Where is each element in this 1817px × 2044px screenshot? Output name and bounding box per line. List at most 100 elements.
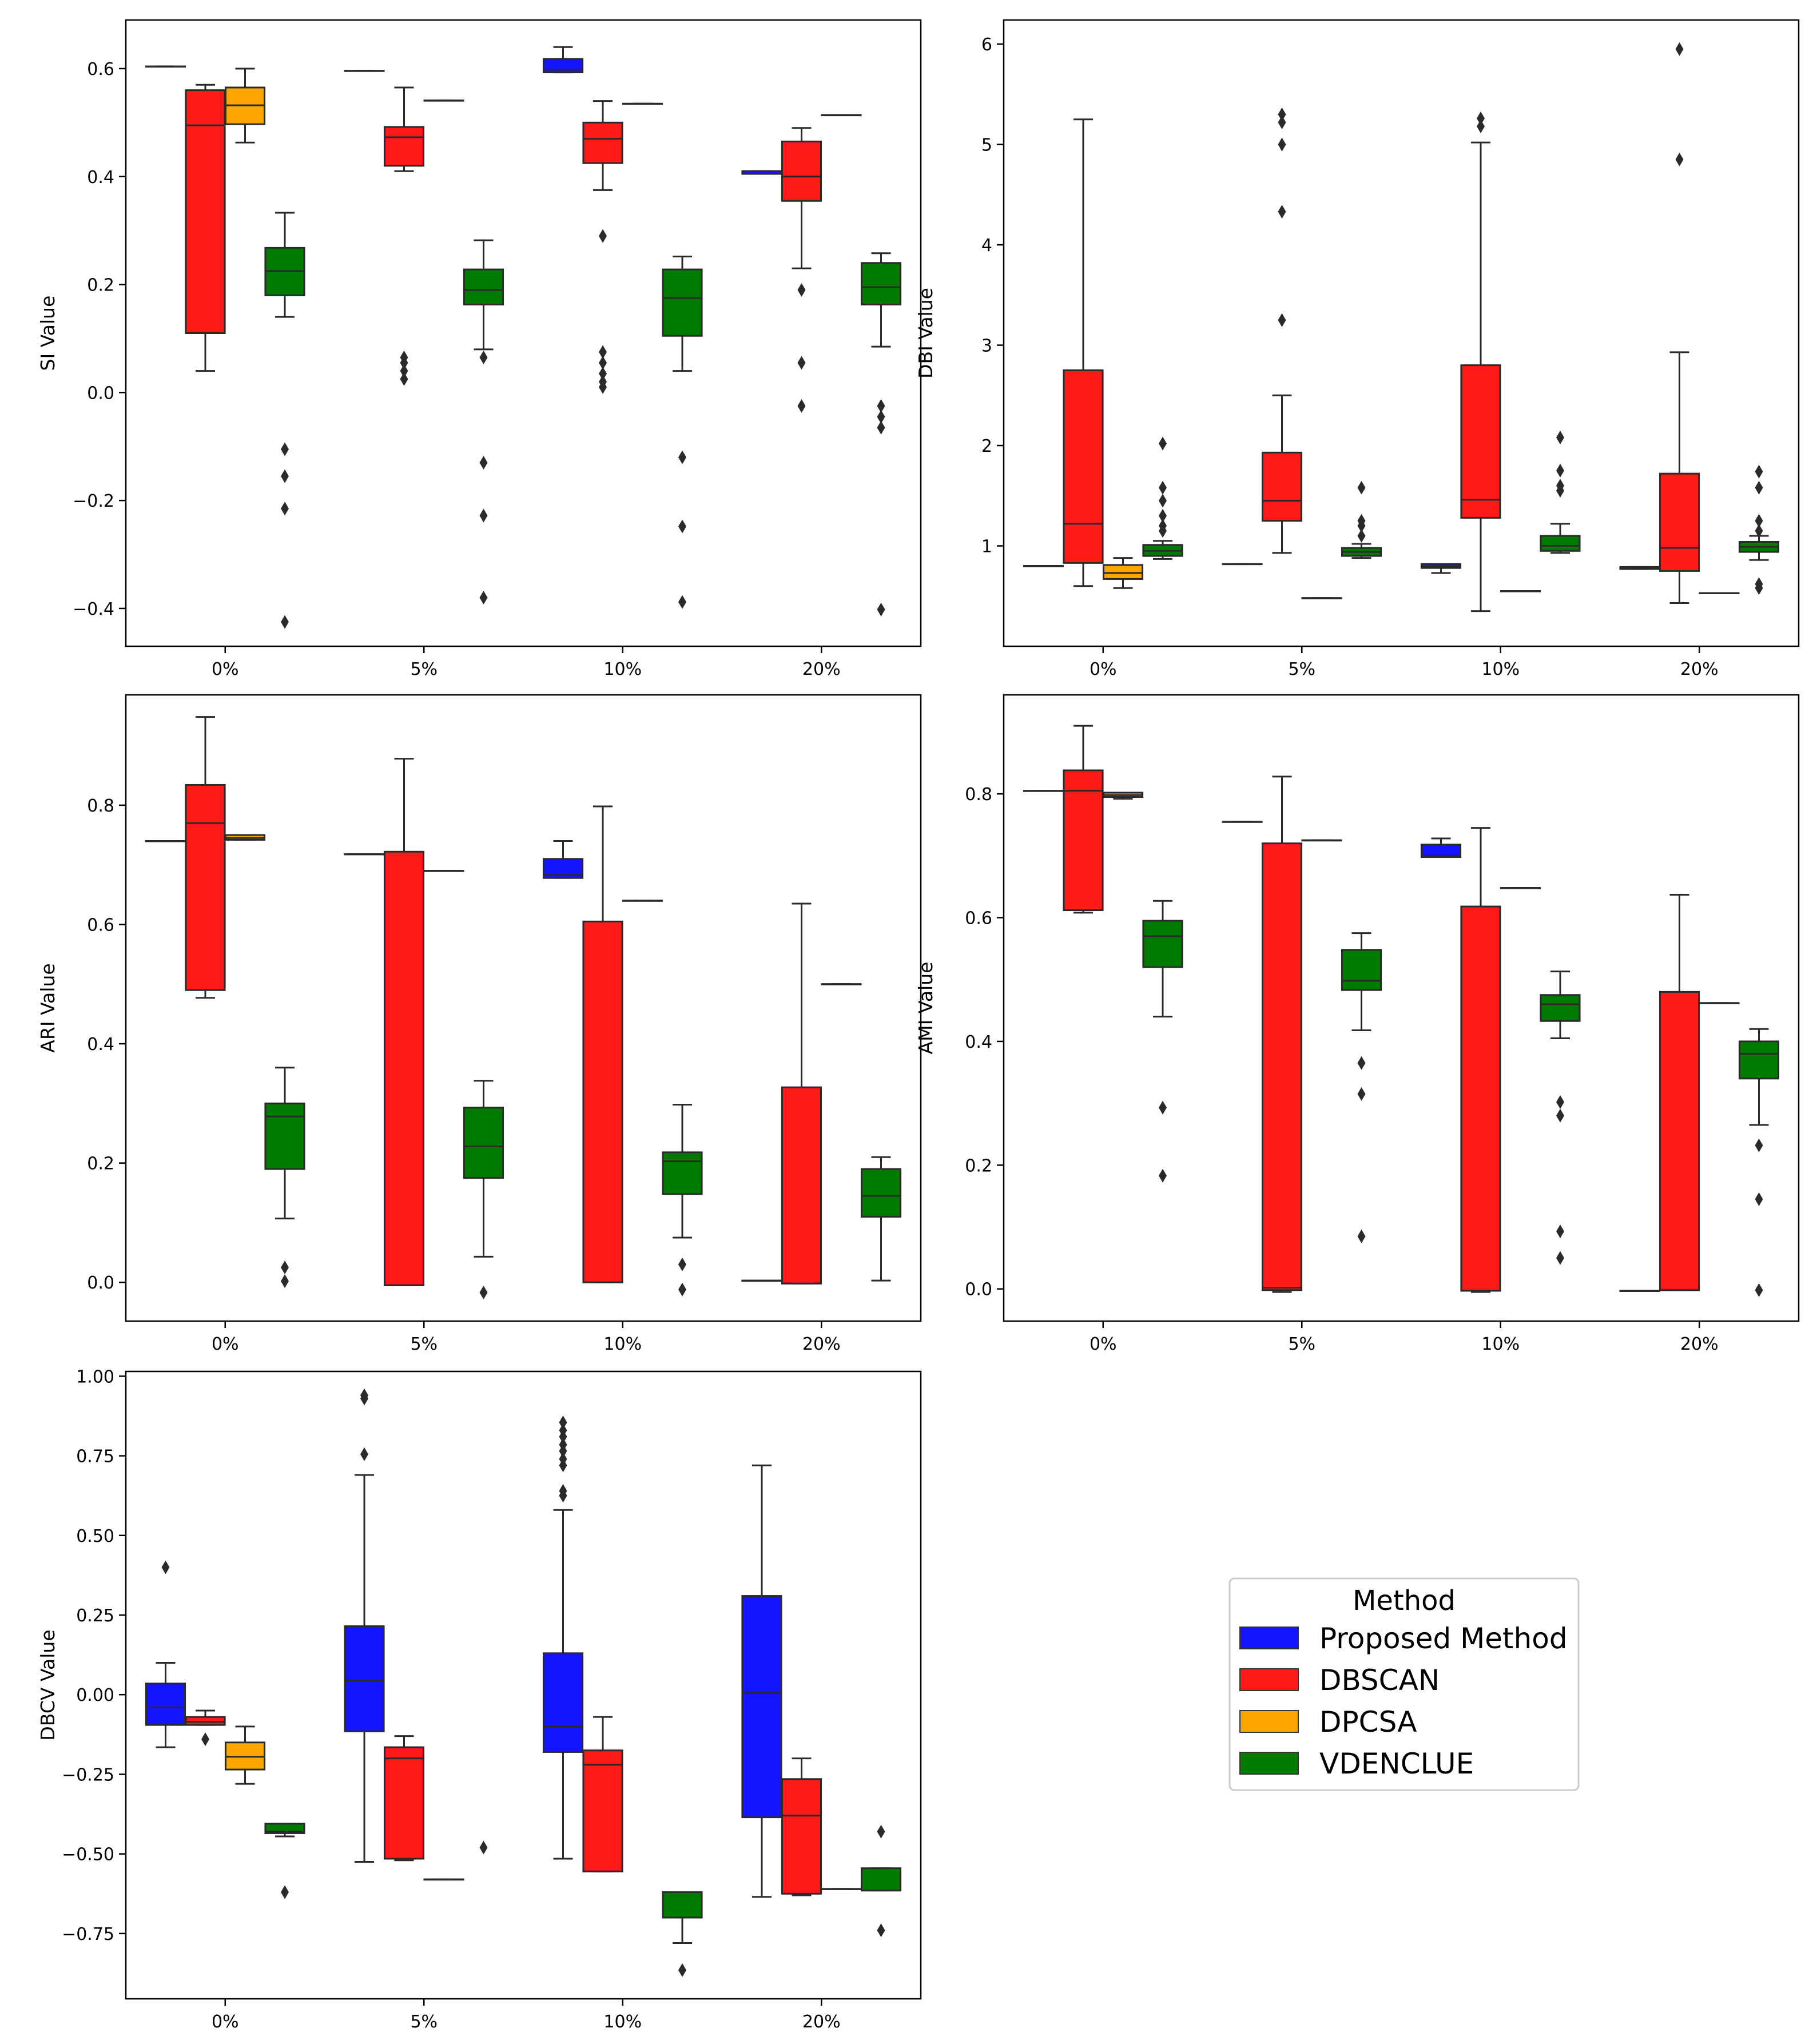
outlier-point (1159, 436, 1167, 451)
y-tick-label: 0.2 (965, 1156, 992, 1176)
box-vdenclue-10 (1540, 431, 1581, 554)
plot-frame (125, 19, 922, 647)
y-tick-label: 0.6 (965, 909, 992, 929)
legend-swatch-proposed-method (1239, 1627, 1299, 1649)
outlier-point (559, 1452, 567, 1466)
box-proposed-method-20 (741, 170, 782, 175)
box-dpcsa-10 (1500, 887, 1541, 889)
box-body (463, 268, 504, 305)
outlier-point (400, 356, 408, 370)
box-body (1659, 991, 1700, 1291)
y-tick-label: −0.75 (62, 1924, 114, 1944)
box-vdenclue-20 (1738, 1028, 1780, 1297)
box-dbscan-20 (781, 902, 822, 1285)
outlier-point (678, 1282, 686, 1297)
box-proposed-method-0 (145, 840, 186, 842)
box-dpcsa-0 (224, 67, 266, 144)
y-tick-label: 0.0 (87, 1273, 114, 1293)
y-axis-label: ARI Value (37, 963, 59, 1052)
outlier-point (877, 409, 885, 424)
outlier-point (281, 1274, 289, 1289)
legend-swatch-dpcsa (1239, 1710, 1299, 1733)
outlier-point (599, 345, 607, 359)
box-body (781, 1778, 822, 1895)
outlier-point (1159, 494, 1167, 508)
y-tick-label: 0.8 (87, 796, 114, 816)
outlier-point (1556, 1224, 1564, 1239)
box-dpcsa-20 (821, 114, 862, 117)
y-tick-label: −0.4 (73, 599, 114, 619)
outlier-point (877, 1923, 885, 1938)
y-tick-label: 1.00 (76, 1367, 114, 1387)
legend-label-vdenclue: VDENCLUE (1319, 1747, 1474, 1780)
plot-frame (1003, 694, 1800, 1322)
box-vdenclue-10 (1540, 971, 1581, 1265)
outlier-point (797, 356, 806, 370)
outlier-point (1278, 205, 1286, 219)
legend-frame (1228, 1577, 1580, 1791)
outlier-point (1755, 577, 1763, 591)
chart-panel-ari-value: 0.0 0.2 0.4 0.6 0.8 0% 5% 10% 20% ARI Value (37, 694, 922, 1354)
outlier-point (1755, 1283, 1763, 1297)
box-body (383, 1746, 425, 1860)
outlier-point (1477, 120, 1485, 134)
y-tick-label: 4 (981, 236, 992, 256)
outlier-point (678, 595, 686, 609)
box-body (185, 784, 226, 991)
y-tick-label: 5 (981, 136, 992, 156)
box-body (582, 121, 623, 164)
x-tick-label: 10% (603, 659, 642, 679)
box-dpcsa-5 (423, 1878, 464, 1881)
x-tick-label: 5% (410, 659, 438, 679)
legend-swatch-vdenclue (1239, 1752, 1299, 1775)
box-dbscan-0 (1063, 725, 1104, 914)
y-tick-label: 0.50 (76, 1526, 114, 1546)
box-dbscan-5 (383, 758, 425, 1286)
box-body (860, 1867, 902, 1892)
outlier-point (1278, 107, 1286, 121)
outlier-point (559, 1423, 567, 1438)
outlier-point (479, 350, 488, 364)
outlier-point (281, 442, 289, 456)
box-proposed-method-20 (1619, 566, 1660, 570)
box-vdenclue-0 (264, 1823, 305, 1899)
outlier-point (1675, 152, 1684, 166)
outlier-point (1755, 1138, 1763, 1152)
y-axis-label: DBCV Value (37, 1629, 59, 1740)
outlier-point (479, 456, 488, 470)
outlier-point (1675, 42, 1684, 56)
box-body (741, 1595, 782, 1819)
y-tick-label: 0.2 (87, 276, 114, 296)
y-tick-label: 0.2 (87, 1154, 114, 1174)
outlier-point (599, 367, 607, 381)
outlier-point (877, 602, 885, 617)
box-vdenclue-5 (463, 1080, 504, 1299)
outlier-point (479, 1840, 488, 1855)
x-tick-label: 20% (802, 1334, 841, 1354)
box-proposed-method-0 (145, 65, 186, 68)
y-tick-label: 0.4 (87, 168, 114, 188)
outlier-point (479, 591, 488, 605)
box-body (781, 1086, 822, 1285)
x-tick-label: 5% (1288, 1334, 1315, 1354)
y-tick-label: 2 (981, 436, 992, 456)
y-tick-label: 0.6 (87, 916, 114, 936)
x-tick-label: 0% (212, 2012, 239, 2032)
outlier-point (559, 1438, 567, 1452)
box-dpcsa-5 (1301, 597, 1342, 599)
box-dbscan-0 (185, 716, 226, 999)
box-vdenclue-0 (1142, 436, 1183, 560)
outlier-point (1556, 1108, 1564, 1123)
y-tick-label: 0.4 (965, 1032, 992, 1052)
box-body (264, 1102, 305, 1170)
box-vdenclue-10 (662, 1103, 703, 1297)
outlier-point (1357, 1056, 1366, 1070)
box-proposed-method-10 (542, 1415, 584, 1860)
y-tick-label: 0.4 (87, 1035, 114, 1055)
box-body (1460, 905, 1501, 1292)
outlier-point (1278, 137, 1286, 152)
box-body (383, 850, 425, 1286)
box-vdenclue-20 (860, 1156, 902, 1282)
box-vdenclue-20 (860, 1824, 902, 1938)
outlier-point (1159, 519, 1167, 533)
